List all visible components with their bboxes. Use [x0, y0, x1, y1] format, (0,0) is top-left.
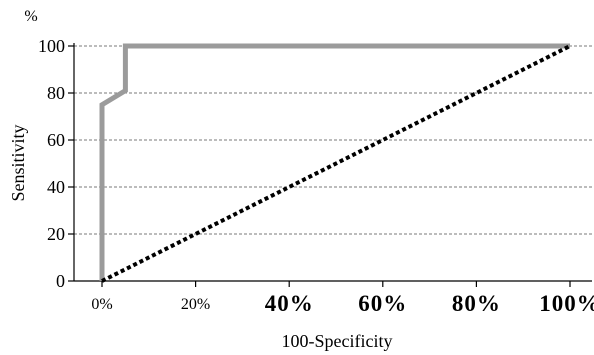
y-tick-label-20: 20	[47, 224, 65, 244]
grid-lines	[74, 45, 592, 235]
series-layer	[99, 43, 571, 283]
y-axis-unit: %	[24, 8, 37, 25]
x-tick-label-40: 40%	[265, 291, 314, 316]
y-tick-label-0: 0	[56, 271, 65, 291]
series-reference-diagonal	[101, 44, 571, 283]
x-tick-label-80: 80%	[452, 291, 501, 316]
y-axis-label: Sensitivity	[8, 124, 28, 201]
x-tick-label-0: 0%	[91, 296, 112, 313]
axes	[73, 43, 592, 282]
x-tick-label-100: 100%	[539, 291, 594, 316]
tick-layer: 0 20 40 60 80 100 0% 20% 40% 60% 80% 100%	[38, 36, 594, 316]
y-tick-label-100: 100	[38, 36, 65, 56]
x-axis-label: 100-Specificity	[282, 331, 393, 351]
y-tick-label-60: 60	[47, 130, 65, 150]
series-roc-curve	[99, 43, 570, 281]
y-tick-label-40: 40	[47, 177, 65, 197]
x-tick-label-20: 20%	[181, 296, 210, 313]
y-tick-label-80: 80	[47, 83, 65, 103]
x-tick-label-60: 60%	[358, 291, 407, 316]
